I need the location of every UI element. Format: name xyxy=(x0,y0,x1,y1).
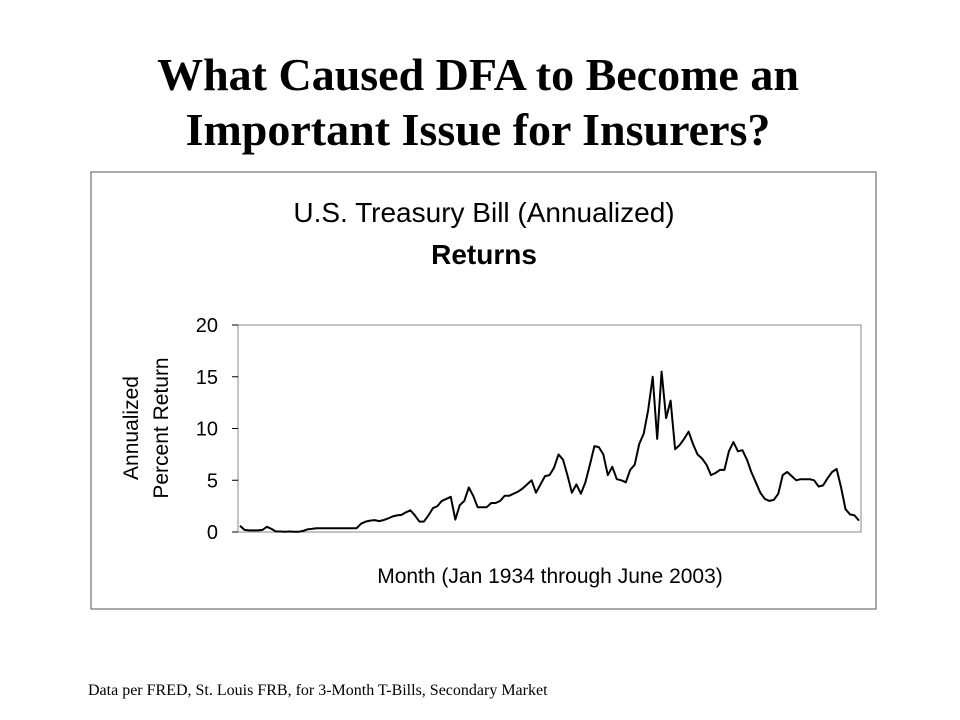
data-line xyxy=(239,370,860,533)
y-tick-label: 15 xyxy=(196,367,218,389)
slide-title: What Caused DFA to Become an xyxy=(157,49,799,100)
y-tick-label: 5 xyxy=(207,470,218,492)
chart-title: U.S. Treasury Bill (Annualized) xyxy=(293,197,674,228)
chart-frame xyxy=(90,171,877,610)
y-axis-label: Percent Return xyxy=(150,357,173,498)
slide-title: Important Issue for Insurers? xyxy=(186,104,771,155)
y-tick-label: 20 xyxy=(196,315,218,337)
y-tick-label: 10 xyxy=(196,419,218,441)
footnote: Data per FRED, St. Louis FRB, for 3-Mont… xyxy=(88,682,548,699)
y-tick-label: 0 xyxy=(207,522,218,544)
y-axis-label: Annualized xyxy=(120,376,143,480)
chart-title: Returns xyxy=(431,239,537,270)
x-axis-label: Month (Jan 1934 through June 2003) xyxy=(377,565,723,588)
